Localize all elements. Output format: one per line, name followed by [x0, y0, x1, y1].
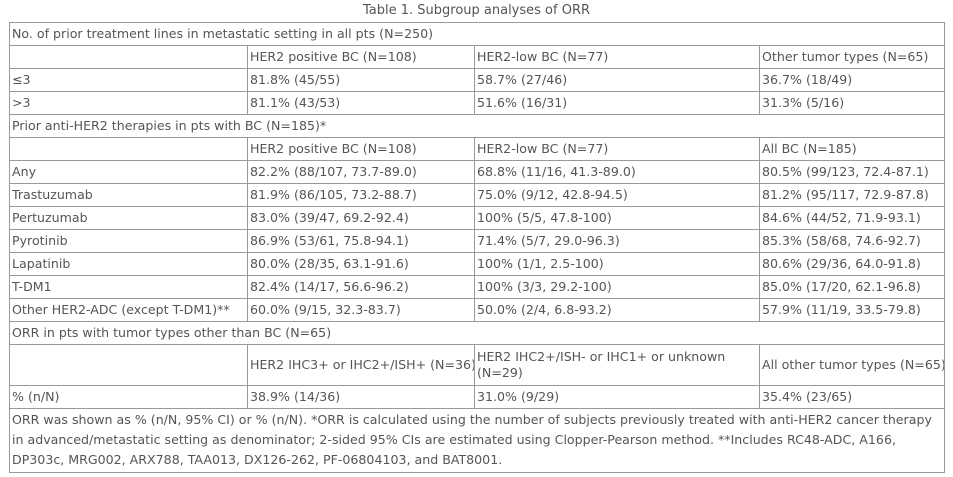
table-cell: 100% (3/3, 29.2-100) — [474, 275, 760, 299]
header-cell — [9, 344, 248, 386]
table-cell: 60.0% (9/15, 32.3-83.7) — [247, 298, 475, 322]
table-cell: 71.4% (5/7, 29.0-96.3) — [474, 229, 760, 253]
table-cell: 75.0% (9/12, 42.8-94.5) — [474, 183, 760, 207]
column-header-row: HER2 IHC3+ or IHC2+/ISH+ (N=36) HER2 IHC… — [9, 344, 946, 386]
table-cell: 50.0% (2/4, 6.8-93.2) — [474, 298, 760, 322]
row-label: ≤3 — [9, 68, 248, 92]
table-cell: 80.6% (29/36, 64.0-91.8) — [758, 252, 946, 276]
table-cell: 82.2% (88/107, 73.7-89.0) — [247, 160, 475, 184]
row-label: Lapatinib — [9, 252, 248, 276]
table-cell: 58.7% (27/46) — [474, 68, 760, 92]
header-cell: All other tumor types (N=65) — [758, 344, 946, 386]
table-row: ≤3 81.8% (45/55) 58.7% (27/46) 36.7% (18… — [9, 68, 946, 92]
header-cell: Other tumor types (N=65) — [758, 45, 946, 69]
header-cell — [9, 45, 248, 69]
table-row: Trastuzumab 81.9% (86/105, 73.2-88.7) 75… — [9, 183, 946, 207]
table-cell: 68.8% (11/16, 41.3-89.0) — [474, 160, 760, 184]
row-label: Pyrotinib — [9, 229, 248, 253]
table-cell: 85.3% (58/68, 74.6-92.7) — [758, 229, 946, 253]
row-label: % (n/N) — [9, 385, 248, 409]
table-row: Other HER2-ADC (except T-DM1)** 60.0% (9… — [9, 298, 946, 322]
table-row: >3 81.1% (43/53) 51.6% (16/31) 31.3% (5/… — [9, 91, 946, 115]
section1-title: No. of prior treatment lines in metastat… — [8, 22, 946, 46]
section-title-row: No. of prior treatment lines in metastat… — [8, 22, 946, 46]
table-cell: 38.9% (14/36) — [247, 385, 475, 409]
row-label: Pertuzumab — [9, 206, 248, 230]
section2-title: Prior anti-HER2 therapies in pts with BC… — [8, 114, 946, 138]
header-cell: HER2 positive BC (N=108) — [247, 45, 475, 69]
header-cell: HER2-low BC (N=77) — [474, 137, 760, 161]
table-cell: 84.6% (44/52, 71.9-93.1) — [758, 206, 946, 230]
table-cell: 36.7% (18/49) — [758, 68, 946, 92]
table-cell: 85.0% (17/20, 62.1-96.8) — [758, 275, 946, 299]
footnote-row: ORR was shown as % (n/N, 95% CI) or % (n… — [8, 408, 946, 473]
table-row: Lapatinib 80.0% (28/35, 63.1-91.6) 100% … — [9, 252, 946, 276]
table-caption: Table 1. Subgroup analyses of ORR — [362, 3, 591, 18]
table-row: Any 82.2% (88/107, 73.7-89.0) 68.8% (11/… — [9, 160, 946, 184]
table-row: T-DM1 82.4% (14/17, 56.6-96.2) 100% (3/3… — [9, 275, 946, 299]
table-cell: 81.1% (43/53) — [247, 91, 475, 115]
header-cell — [9, 137, 248, 161]
column-header-row: HER2 positive BC (N=108) HER2-low BC (N=… — [9, 45, 946, 69]
section3-title: ORR in pts with tumor types other than B… — [8, 321, 946, 345]
header-cell: All BC (N=185) — [758, 137, 946, 161]
row-label: Other HER2-ADC (except T-DM1)** — [9, 298, 248, 322]
table-cell: 81.2% (95/117, 72.9-87.8) — [758, 183, 946, 207]
table-cell: 81.8% (45/55) — [247, 68, 475, 92]
row-label: >3 — [9, 91, 248, 115]
row-label: Trastuzumab — [9, 183, 248, 207]
table-row: % (n/N) 38.9% (14/36) 31.0% (9/29) 35.4%… — [9, 385, 946, 409]
table-cell: 100% (5/5, 47.8-100) — [474, 206, 760, 230]
table-cell: 31.3% (5/16) — [758, 91, 946, 115]
table-cell: 86.9% (53/61, 75.8-94.1) — [247, 229, 475, 253]
table-row: Pertuzumab 83.0% (39/47, 69.2-92.4) 100%… — [9, 206, 946, 230]
section-title-row: Prior anti-HER2 therapies in pts with BC… — [8, 114, 946, 138]
table-cell: 100% (1/1, 2.5-100) — [474, 252, 760, 276]
column-header-row: HER2 positive BC (N=108) HER2-low BC (N=… — [9, 137, 946, 161]
table-cell: 51.6% (16/31) — [474, 91, 760, 115]
row-label: Any — [9, 160, 248, 184]
table-cell: 80.5% (99/123, 72.4-87.1) — [758, 160, 946, 184]
table-cell: 80.0% (28/35, 63.1-91.6) — [247, 252, 475, 276]
row-label: T-DM1 — [9, 275, 248, 299]
header-cell: HER2-low BC (N=77) — [474, 45, 760, 69]
table-row: Pyrotinib 86.9% (53/61, 75.8-94.1) 71.4%… — [9, 229, 946, 253]
header-cell: HER2 positive BC (N=108) — [247, 137, 475, 161]
subgroup-orr-table: No. of prior treatment lines in metastat… — [8, 22, 946, 473]
table-cell: 82.4% (14/17, 56.6-96.2) — [247, 275, 475, 299]
table-cell: 83.0% (39/47, 69.2-92.4) — [247, 206, 475, 230]
table-cell: 57.9% (11/19, 33.5-79.8) — [758, 298, 946, 322]
header-cell: HER2 IHC2+/ISH- or IHC1+ or unknown (N=2… — [474, 344, 760, 386]
section-title-row: ORR in pts with tumor types other than B… — [8, 321, 946, 345]
table-cell: 31.0% (9/29) — [474, 385, 760, 409]
header-cell: HER2 IHC3+ or IHC2+/ISH+ (N=36) — [247, 344, 475, 386]
table-cell: 81.9% (86/105, 73.2-88.7) — [247, 183, 475, 207]
table-cell: 35.4% (23/65) — [758, 385, 946, 409]
table-footnote: ORR was shown as % (n/N, 95% CI) or % (n… — [8, 408, 946, 473]
